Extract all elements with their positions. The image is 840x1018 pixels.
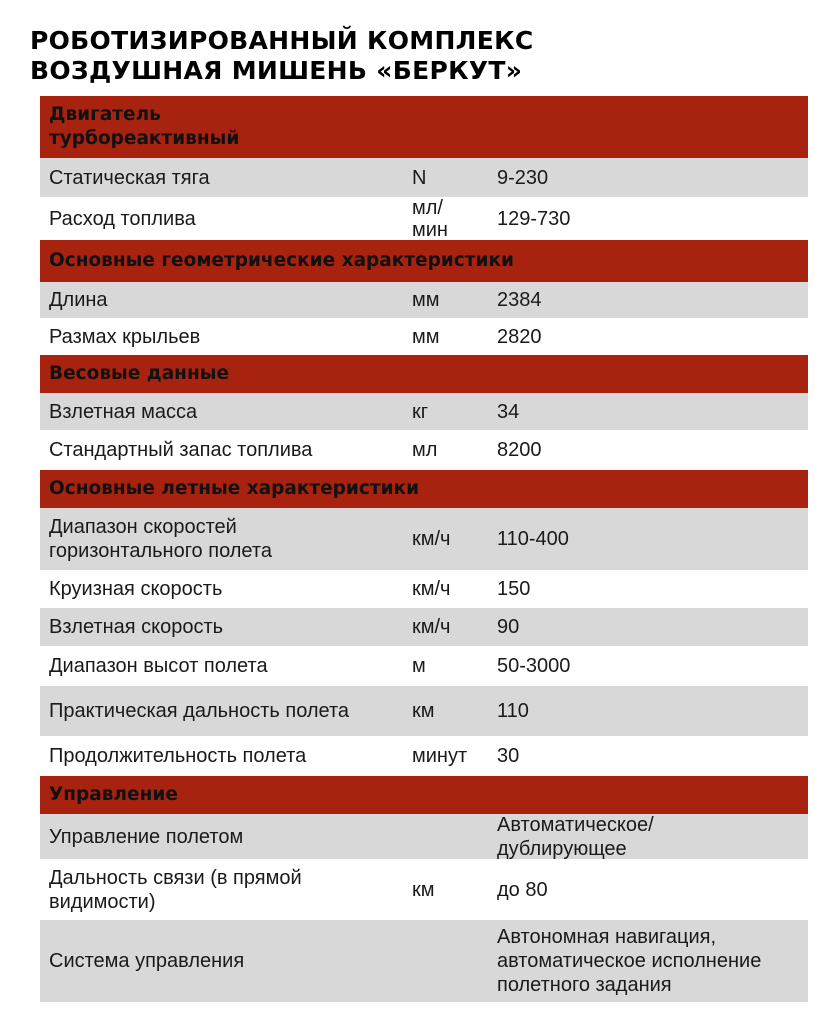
table-row: Статическая тяга N 9-230: [40, 158, 808, 197]
row-label: Расход топлива: [49, 207, 196, 230]
row-label: Статическая тяга: [49, 166, 210, 189]
row-value: Автономная навигация, автоматическое исп…: [497, 926, 762, 996]
row-value: 2820: [497, 325, 542, 348]
table-row: Длина мм 2384: [40, 282, 808, 318]
row-label: Длина: [49, 289, 108, 311]
table-row: Диапазон скоростей горизонтального полет…: [40, 508, 808, 570]
row-value: 150: [497, 578, 531, 600]
row-unit: м: [412, 655, 426, 677]
row-label: Практическая дальность полета: [49, 700, 350, 722]
row-value: Автоматическое/ дублирующее: [497, 813, 654, 860]
table-row: Продолжительность полета минут 30: [40, 736, 808, 776]
row-label: Диапазон высот полета: [49, 655, 268, 677]
table-row: Диапазон высот полета м 50-3000: [40, 646, 808, 686]
row-label: Круизная скорость: [49, 578, 223, 600]
table-row: Управление полетом Автоматическое/ дублир…: [40, 813, 808, 860]
row-value: 8200: [497, 439, 542, 461]
row-value: до 80: [497, 878, 548, 901]
row-unit: км: [412, 700, 435, 722]
row-unit: мл/ мин: [412, 196, 448, 241]
section-header: Весовые данные: [40, 355, 808, 393]
row-label: Взлетная скорость: [49, 616, 224, 638]
table-row: Круизная скорость км/ч 150: [40, 570, 808, 608]
row-label: Дальность связи (в прямой видимости): [49, 866, 302, 913]
row-value: 90: [497, 616, 520, 638]
row-value: 110: [497, 700, 529, 722]
document-title: РОБОТИЗИРОВАННЫЙ КОМПЛЕКС ВОЗДУШНАЯ МИШЕ…: [30, 26, 534, 86]
row-unit: кг: [412, 400, 429, 423]
title-line-2: ВОЗДУШНАЯ МИШЕНЬ «БЕРКУТ»: [30, 56, 523, 85]
row-value: 50-3000: [497, 655, 571, 677]
row-value: 9-230: [497, 166, 549, 189]
row-unit: км/ч: [412, 616, 451, 638]
row-value: 110-400: [497, 528, 569, 550]
section-header: Управление: [40, 776, 808, 814]
row-unit: мм: [412, 289, 440, 311]
row-value: 34: [497, 400, 520, 423]
title-line-1: РОБОТИЗИРОВАННЫЙ КОМПЛЕКС: [30, 26, 534, 55]
table-row: Взлетная скорость км/ч 90: [40, 608, 808, 646]
table-row: Стандартный запас топлива мл 8200: [40, 430, 808, 470]
row-unit: км: [412, 878, 435, 901]
row-label: Система управления: [49, 950, 245, 972]
row-unit: мм: [412, 325, 440, 348]
row-unit: мл: [412, 439, 438, 461]
row-label: Диапазон скоростей горизонтального полет…: [49, 516, 272, 562]
row-unit: минут: [412, 745, 468, 767]
row-value: 2384: [497, 289, 542, 311]
table-row: Взлетная масса кг 34: [40, 393, 808, 430]
row-unit: км/ч: [412, 528, 451, 550]
section-header: Двигатель турбореактивный: [40, 96, 808, 158]
spec-table: Двигатель турбореактивный Статическая тяг…: [40, 96, 808, 1002]
table-row: Практическая дальность полета км 110: [40, 686, 808, 736]
row-value: 129-730: [497, 207, 571, 230]
section-header: Основные геометрические характеристики: [40, 240, 808, 282]
row-label: Размах крыльев: [49, 325, 201, 348]
row-unit: N: [412, 166, 427, 189]
table-row: Система управления Автономная навигация, …: [40, 920, 808, 1002]
table-row: Размах крыльев мм 2820: [40, 318, 808, 355]
row-label: Стандартный запас топлива: [49, 439, 313, 461]
row-value: 30: [497, 745, 520, 767]
row-label: Управление полетом: [49, 825, 244, 848]
table-row: Дальность связи (в прямой видимости) км до…: [40, 859, 808, 920]
table-row: Расход топлива мл/ мин 129-730: [40, 196, 808, 241]
row-unit: км/ч: [412, 578, 451, 600]
row-label: Взлетная масса: [49, 400, 198, 423]
section-header: Основные летные характеристики: [40, 470, 808, 508]
row-label: Продолжительность полета: [49, 745, 307, 767]
